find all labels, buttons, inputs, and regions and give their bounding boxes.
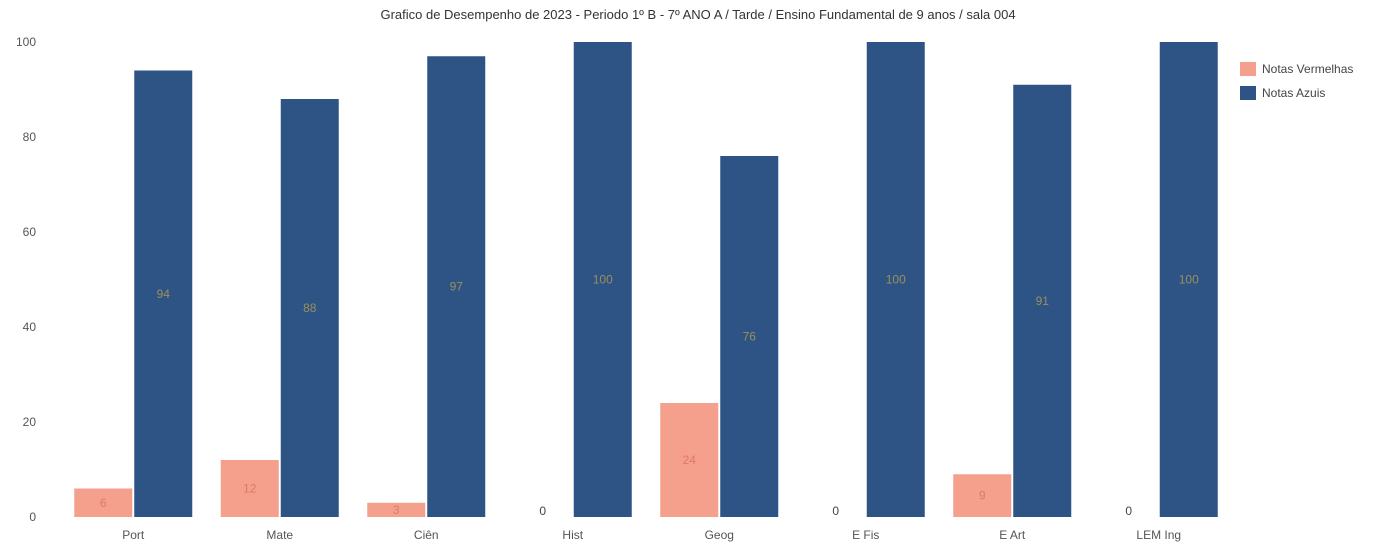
x-tick-label: LEM Ing xyxy=(1136,528,1181,542)
data-label-notas-vermelhas: 9 xyxy=(979,489,986,503)
chart-title: Grafico de Desempenho de 2023 - Periodo … xyxy=(380,7,1016,22)
data-label-notas-azuis: 100 xyxy=(886,273,906,287)
data-label-notas-azuis: 88 xyxy=(303,301,317,315)
data-label-notas-vermelhas: 0 xyxy=(832,504,839,518)
y-tick-label: 80 xyxy=(23,130,37,144)
y-tick-label: 20 xyxy=(23,415,37,429)
y-tick-label: 0 xyxy=(29,510,36,524)
bar-notas-azuis xyxy=(280,99,339,517)
bar-notas-azuis xyxy=(427,56,486,517)
bar-notas-vermelhas xyxy=(74,488,133,517)
data-label-notas-azuis: 97 xyxy=(450,280,464,294)
data-label-notas-vermelhas: 3 xyxy=(393,503,400,517)
bar-notas-vermelhas xyxy=(220,460,279,517)
bar-notas-azuis xyxy=(866,42,925,517)
bar-notas-azuis xyxy=(573,42,632,517)
data-label-notas-azuis: 94 xyxy=(157,287,171,301)
legend-swatch xyxy=(1240,62,1256,76)
data-label-notas-vermelhas: 12 xyxy=(243,482,257,496)
x-tick-label: Hist xyxy=(562,528,583,542)
bar-notas-azuis xyxy=(1013,84,1072,517)
data-label-notas-azuis: 100 xyxy=(1179,273,1199,287)
bar-notas-azuis xyxy=(720,156,779,517)
data-label-notas-vermelhas: 0 xyxy=(1125,504,1132,518)
legend-label: Notas Vermelhas xyxy=(1262,62,1353,76)
x-tick-label: E Fis xyxy=(852,528,879,542)
x-tick-label: E Art xyxy=(999,528,1026,542)
x-tick-label: Ciên xyxy=(414,528,439,542)
bar-notas-azuis xyxy=(134,70,193,517)
x-tick-label: Port xyxy=(122,528,145,542)
legend-label: Notas Azuis xyxy=(1262,86,1325,100)
data-label-notas-azuis: 76 xyxy=(743,330,757,344)
x-tick-label: Geog xyxy=(705,528,734,542)
data-label-notas-vermelhas: 0 xyxy=(539,504,546,518)
y-tick-label: 100 xyxy=(16,35,36,49)
data-label-notas-azuis: 100 xyxy=(593,273,613,287)
data-label-notas-vermelhas: 24 xyxy=(683,453,697,467)
y-tick-label: 60 xyxy=(23,225,37,239)
bar-notas-vermelhas xyxy=(953,474,1012,517)
data-label-notas-azuis: 91 xyxy=(1036,294,1050,308)
bar-notas-azuis xyxy=(1159,42,1218,517)
bar-notas-vermelhas xyxy=(367,502,426,517)
y-tick-label: 40 xyxy=(23,320,37,334)
data-label-notas-vermelhas: 6 xyxy=(100,496,107,510)
x-tick-label: Mate xyxy=(266,528,293,542)
legend-swatch xyxy=(1240,86,1256,100)
bar-notas-vermelhas xyxy=(660,403,719,517)
